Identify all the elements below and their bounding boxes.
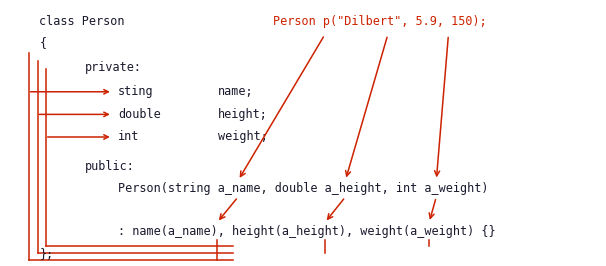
Text: Person p("Dilbert", 5.9, 150);: Person p("Dilbert", 5.9, 150); (273, 15, 487, 28)
Text: };: }; (39, 248, 54, 260)
Text: double: double (118, 108, 161, 121)
Text: int: int (118, 131, 139, 143)
Text: public:: public: (85, 160, 135, 173)
Text: Person(string a_name, double a_height, int a_weight): Person(string a_name, double a_height, i… (118, 182, 488, 195)
Text: private:: private: (85, 61, 142, 74)
Text: weight;: weight; (218, 131, 268, 143)
Text: height;: height; (218, 108, 268, 121)
Text: name;: name; (218, 85, 254, 98)
Text: {: { (39, 36, 47, 49)
Text: : name(a_name), height(a_height), weight(a_weight) {}: : name(a_name), height(a_height), weight… (118, 225, 496, 238)
Text: sting: sting (118, 85, 154, 98)
Text: class Person: class Person (39, 15, 125, 28)
